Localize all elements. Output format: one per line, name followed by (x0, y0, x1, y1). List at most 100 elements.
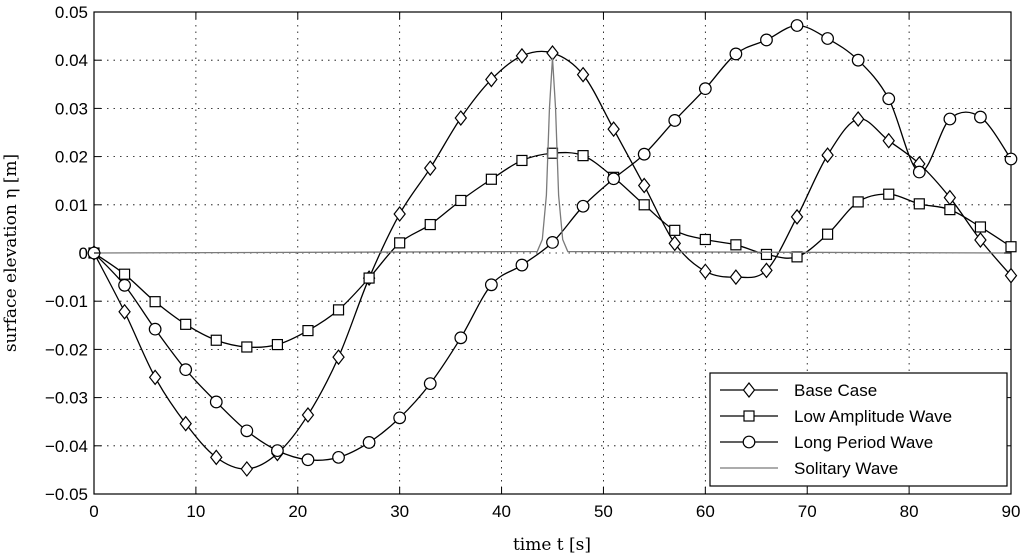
data-point (668, 114, 682, 127)
data-point (943, 112, 957, 126)
data-point (301, 406, 315, 423)
y-tick-label: 0.05 (55, 3, 88, 22)
data-point (210, 449, 223, 466)
data-point (118, 268, 131, 280)
x-tick-label: 20 (288, 502, 307, 521)
data-point (332, 349, 345, 366)
series-line (93, 57, 1012, 254)
y-tick-label: 0.01 (55, 196, 88, 215)
legend-marker (742, 382, 756, 398)
data-point (974, 110, 987, 124)
data-point (332, 450, 345, 464)
legend-box (709, 372, 1008, 487)
data-point (1004, 267, 1018, 284)
x-tick-label: 60 (696, 502, 715, 521)
x-tick-label: 30 (390, 502, 409, 521)
data-point (851, 111, 865, 127)
legend-item: Solitary Wave (720, 459, 898, 478)
y-tick-label: 0.04 (55, 51, 88, 70)
data-point (699, 233, 711, 246)
data-point (240, 460, 254, 477)
data-point (180, 318, 192, 330)
data-point (576, 199, 590, 213)
legend-label: Base Case (794, 381, 877, 400)
data-point (821, 228, 834, 240)
data-point (362, 436, 376, 449)
x-tick-label: 90 (1002, 502, 1021, 521)
legend-item: Long Period Wave (720, 433, 933, 452)
data-point (485, 173, 497, 185)
y-tick-label: −0.04 (45, 437, 88, 456)
data-point (852, 196, 864, 208)
data-point (699, 263, 712, 280)
data-point (698, 82, 712, 96)
data-point (637, 147, 651, 161)
data-point (791, 251, 803, 263)
data-point (668, 235, 682, 252)
y-tick-label: −0.02 (45, 340, 88, 359)
y-tick-label: 0.02 (55, 148, 88, 167)
data-point (883, 188, 895, 200)
data-point (271, 444, 284, 458)
data-point (882, 92, 896, 106)
x-tick-label: 40 (492, 502, 511, 521)
legend-marker (743, 410, 755, 422)
series-layer (87, 19, 1018, 477)
legend-marker (742, 435, 756, 449)
data-point (882, 132, 895, 149)
data-point (637, 177, 651, 194)
data-point (118, 278, 131, 292)
legend-label: Low Amplitude Wave (794, 407, 952, 426)
data-point (484, 278, 498, 292)
data-point (393, 411, 407, 425)
data-point (485, 71, 498, 88)
data-point (179, 363, 193, 377)
data-point (1005, 241, 1017, 253)
x-tick-label: 70 (798, 502, 817, 521)
data-point (730, 239, 742, 251)
data-point (393, 205, 406, 222)
data-point (118, 303, 131, 320)
data-point (241, 341, 253, 353)
x-tick-label: 80 (900, 502, 919, 521)
data-point (546, 235, 559, 249)
data-point (240, 424, 254, 438)
data-point (607, 172, 621, 186)
data-point (149, 296, 161, 308)
data-point (821, 32, 834, 45)
data-point (913, 198, 925, 210)
data-point (423, 377, 437, 391)
legend-label: Long Period Wave (794, 433, 933, 452)
data-point (669, 224, 681, 236)
data-point (912, 165, 926, 179)
data-point (424, 218, 436, 231)
data-point (729, 269, 743, 286)
y-tick-label: −0.03 (45, 389, 88, 408)
data-point (363, 272, 375, 284)
x-tick-label: 50 (594, 502, 613, 521)
data-point (760, 33, 773, 47)
data-point (179, 415, 192, 432)
legend-item: Low Amplitude Wave (720, 407, 952, 426)
data-point (576, 66, 590, 83)
data-point (209, 395, 223, 409)
y-axis-label: surface elevation η [m] (1, 154, 21, 352)
data-point (210, 334, 222, 346)
data-point (302, 325, 314, 337)
x-tick-label: 0 (89, 502, 98, 521)
data-point (516, 154, 528, 167)
series-long-period-wave (87, 19, 1018, 467)
series-solitary-wave (93, 57, 1012, 254)
data-point (271, 338, 283, 351)
data-point (638, 199, 650, 211)
data-point (301, 453, 315, 467)
data-point (729, 47, 743, 61)
data-point (515, 47, 529, 64)
data-point (607, 121, 620, 138)
legend: Base Case Low Amplitude Wave Long Period W… (709, 372, 1008, 487)
data-point (974, 221, 987, 233)
series-base-case (87, 44, 1018, 477)
data-point (515, 258, 529, 272)
data-point (454, 110, 468, 127)
